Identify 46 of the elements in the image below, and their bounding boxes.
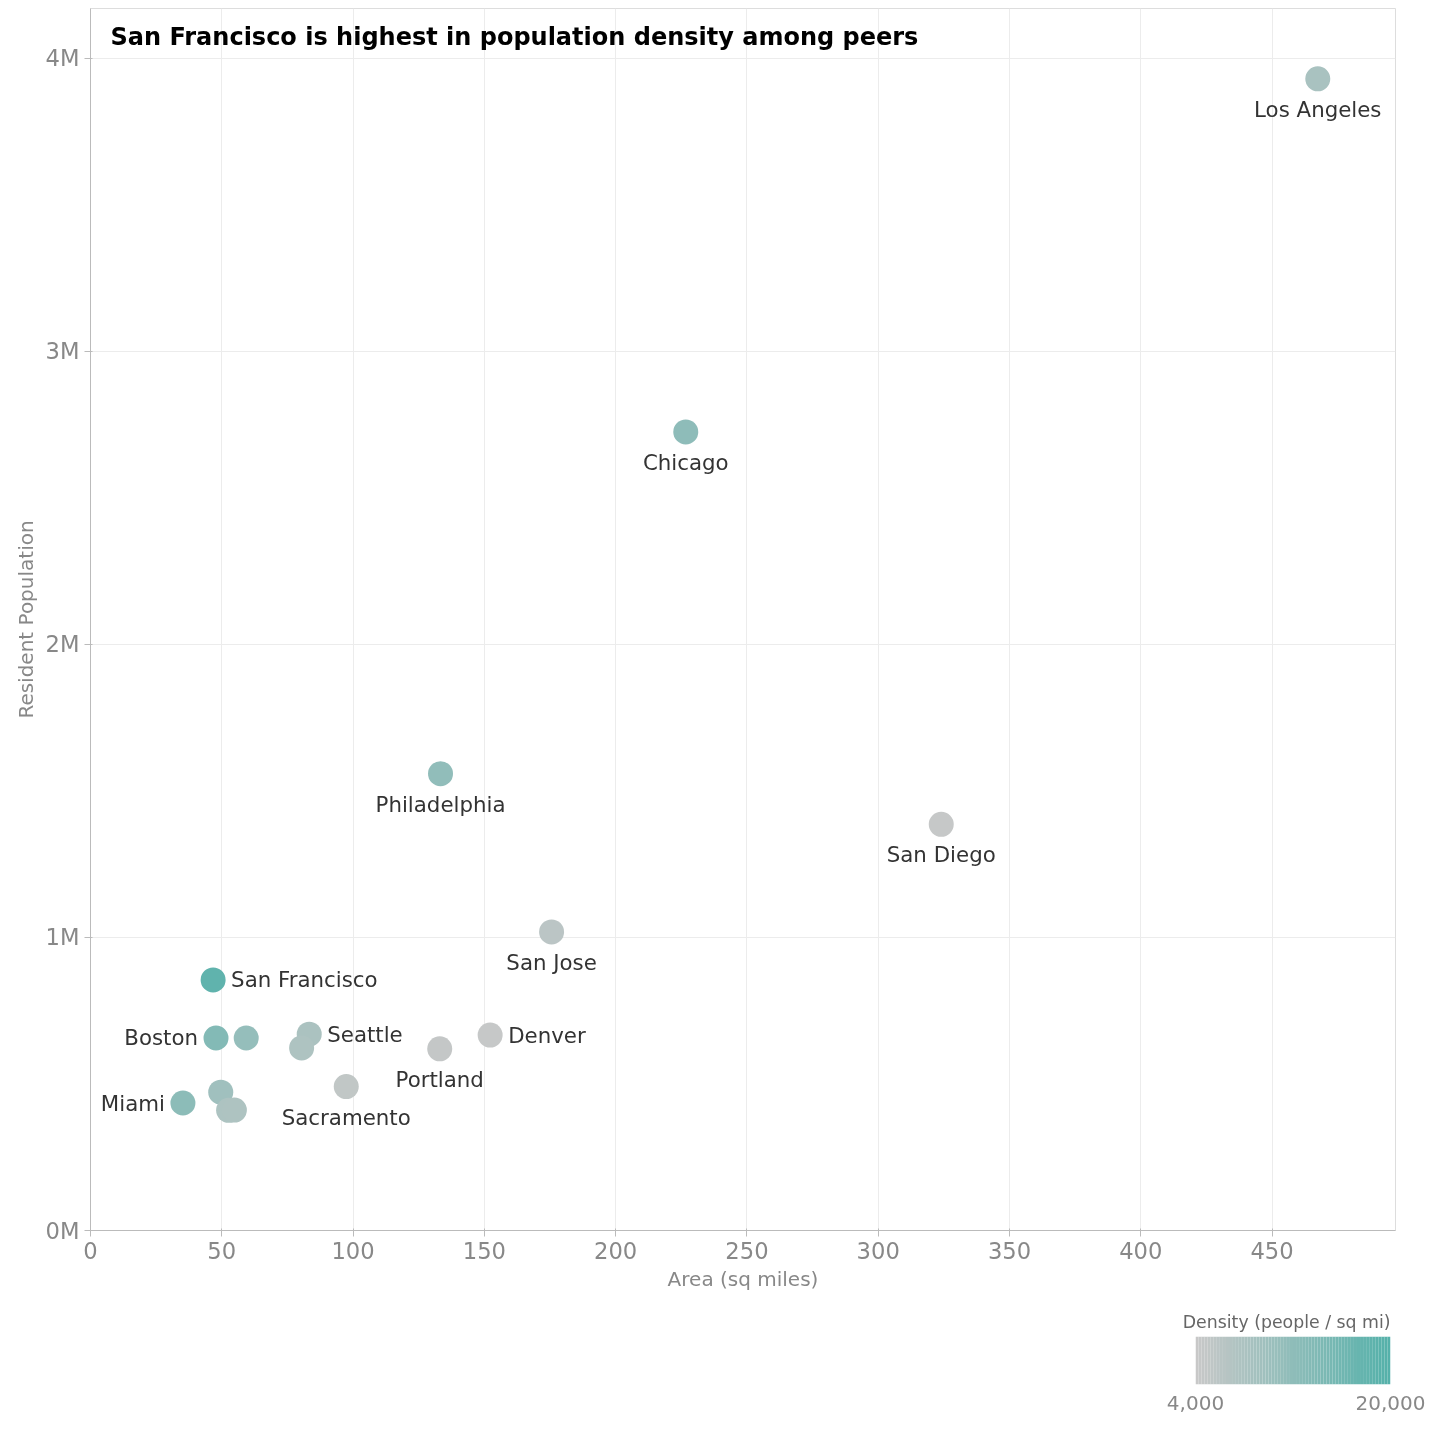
- annotation: Philadelphia: [375, 791, 506, 817]
- point: [233, 1025, 259, 1051]
- point: [289, 1035, 315, 1061]
- annotation: Los Angeles: [1254, 96, 1382, 122]
- x-tick-label: 350: [987, 1237, 1032, 1264]
- point: [428, 761, 454, 787]
- annotation: Portland: [395, 1066, 484, 1092]
- point: [673, 419, 699, 445]
- color-bar-title: Density (people / sq mi): [1182, 1311, 1391, 1332]
- point: [203, 1025, 229, 1051]
- annotation: Chicago: [642, 449, 729, 475]
- y-tick-label: 3M: [45, 338, 80, 365]
- y-tick-label: 0M: [45, 1217, 80, 1244]
- y-axis-title: Resident Population: [13, 520, 38, 719]
- x-tick-label: 100: [331, 1237, 375, 1264]
- y-tick-label: 2M: [45, 631, 80, 658]
- text: San Francisco is highest in population density among peers: [110, 22, 919, 51]
- point: [170, 1090, 196, 1116]
- annotation: San Diego: [886, 842, 996, 868]
- x-tick-label: 200: [594, 1237, 638, 1264]
- x-tick-label: 0: [83, 1237, 98, 1264]
- annotation: Boston: [124, 1025, 199, 1051]
- color-bar-label: 4,000: [1166, 1390, 1225, 1415]
- color-bar-label: 20,000: [1355, 1390, 1426, 1415]
- annotation: Sacramento: [281, 1104, 411, 1130]
- x-tick-label: 400: [1119, 1237, 1163, 1264]
- y-tick-label: 4M: [45, 45, 80, 72]
- x-tick-label: 150: [462, 1237, 506, 1264]
- point: [427, 1036, 453, 1062]
- annotation: San Jose: [506, 949, 597, 975]
- annotation: Seattle: [327, 1021, 403, 1047]
- y-tick-label: 1M: [45, 924, 80, 951]
- point: [333, 1074, 359, 1100]
- x-tick-label: 450: [1250, 1237, 1294, 1264]
- point: [928, 811, 954, 837]
- point: [200, 967, 226, 993]
- point: [477, 1022, 503, 1048]
- x-tick-label: 300: [856, 1237, 900, 1264]
- annotation: San Francisco: [231, 967, 378, 993]
- x-tick-label: 50: [207, 1237, 237, 1264]
- point: [1305, 66, 1331, 92]
- x-axis-title: Area (sq miles): [667, 1266, 819, 1291]
- annotation: Denver: [508, 1022, 586, 1048]
- annotation: Miami: [100, 1090, 165, 1116]
- point: [539, 919, 565, 945]
- x-tick-label: 250: [725, 1237, 769, 1264]
